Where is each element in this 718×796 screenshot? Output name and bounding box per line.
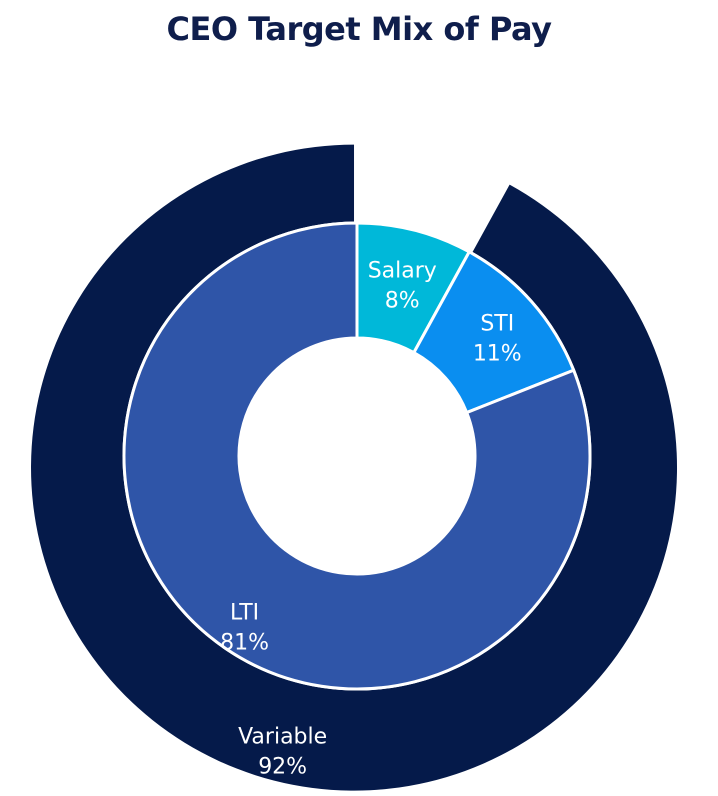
chart-title: CEO Target Mix of Pay: [166, 10, 552, 48]
value-sti: 11%: [473, 341, 522, 366]
value-lti: 81%: [220, 630, 269, 655]
value-salary: 8%: [385, 289, 420, 314]
label-salary: Salary: [368, 259, 437, 284]
slice-lti: [122, 221, 592, 691]
slice-labels: Salary 8% STI 11% LTI 81% Variable 92%: [220, 259, 522, 780]
inner-ring: [122, 221, 592, 691]
label-sti: STI: [480, 311, 514, 336]
label-variable: Variable: [238, 725, 327, 750]
label-lti: LTI: [230, 600, 259, 625]
value-variable: 92%: [258, 755, 307, 780]
